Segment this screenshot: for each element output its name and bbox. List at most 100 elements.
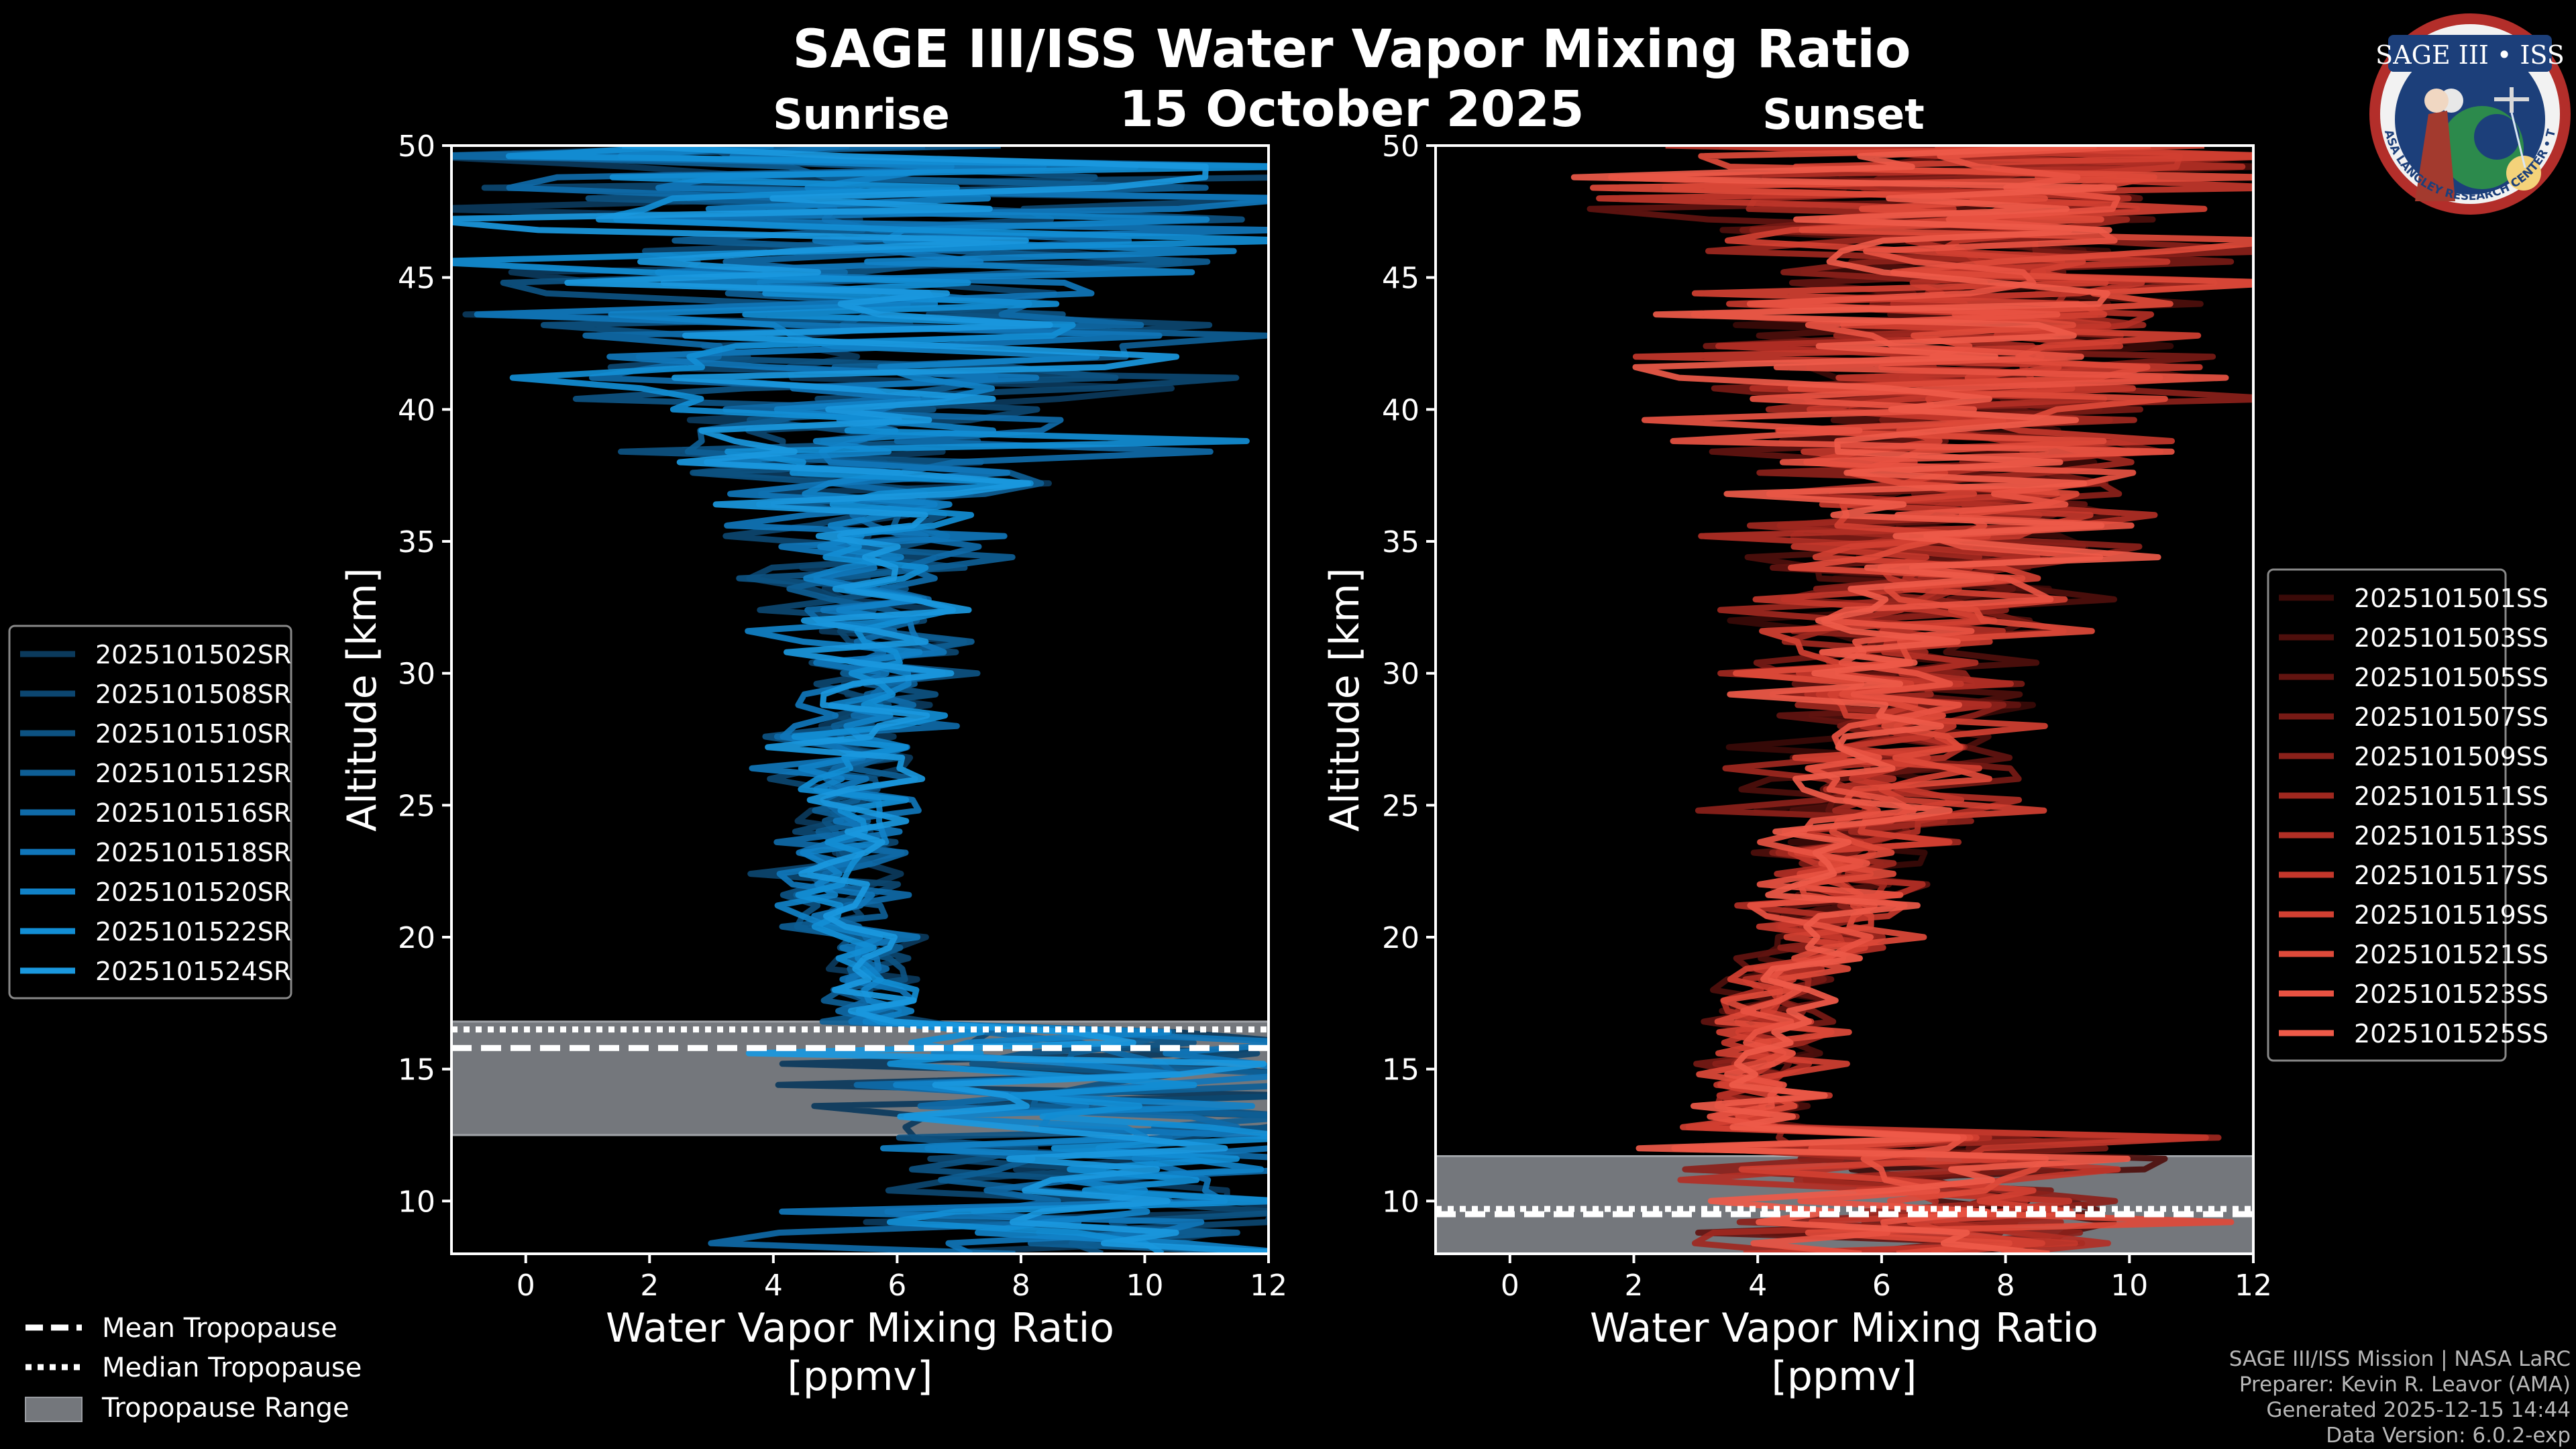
sunrise-legend-label: 2025101508SR <box>95 680 291 709</box>
sunrise-y-tick-label: 40 <box>398 393 435 427</box>
sunset-legend-item-2025101503SS[interactable]: 2025101503SS <box>2279 623 2548 653</box>
sunset-y-tick-label: 30 <box>1382 657 1419 692</box>
sunset-x-tick-label: 12 <box>2235 1269 2272 1303</box>
sunrise-plot-area: 10 15 20 25 30 35 40 45 50 0 2 4 6 8 10 12 Altitude [k… <box>339 129 1287 1400</box>
sunset-legend-label: 2025101503SS <box>2354 623 2548 653</box>
sunset-legend-label: 2025101521SS <box>2354 940 2548 969</box>
sunrise-x-tick-label: 10 <box>1126 1269 1163 1303</box>
sunset-legend-label: 2025101509SS <box>2354 742 2548 771</box>
sunset-y-axis-label: Altitude [km] <box>1322 568 1368 832</box>
sunset-y-ticks: 10 15 20 25 30 35 40 45 50 <box>1382 129 1436 1219</box>
sunset-x-axis-label: Water Vapor Mixing Ratio [ppmv] <box>1590 1305 2098 1400</box>
sunset-x-axis-label-units: [ppmv] <box>1772 1353 1917 1400</box>
sunset-legend-label: 2025101519SS <box>2354 900 2548 930</box>
sunset-profiles <box>1436 146 2253 1254</box>
sunrise-legend-item-2025101516SR[interactable]: 2025101516SR <box>20 798 291 828</box>
sunset-plot-area: 10 15 20 25 30 35 40 45 50 0 2 4 6 8 10 12 Altitude [k… <box>1322 129 2272 1400</box>
sunset-y-tick-label: 20 <box>1382 921 1419 955</box>
sunrise-legend[interactable]: 2025101502SR 2025101508SR 2025101510SR 2025… <box>8 625 292 1000</box>
sunset-legend-item-2025101521SS[interactable]: 2025101521SS <box>2279 940 2548 969</box>
tropopause-legend: Mean Tropopause Median Tropopause Tropop… <box>25 1313 362 1424</box>
sunrise-y-ticks: 10 15 20 25 30 35 40 45 50 <box>398 129 451 1219</box>
tropopause-range-label: Tropopause Range <box>101 1393 350 1424</box>
sunset-legend-label: 2025101505SS <box>2354 663 2548 692</box>
sunset-legend-label: 2025101523SS <box>2354 979 2548 1009</box>
sunset-legend-item-2025101501SS[interactable]: 2025101501SS <box>2279 584 2548 613</box>
sunrise-legend-item-2025101512SR[interactable]: 2025101512SR <box>20 759 291 788</box>
sunset-legend-item-2025101513SS[interactable]: 2025101513SS <box>2279 821 2548 851</box>
sunrise-profile-2025101518SR <box>474 146 1269 1254</box>
sunrise-x-tick-label: 6 <box>888 1269 906 1303</box>
sunrise-legend-item-2025101524SR[interactable]: 2025101524SR <box>20 957 291 986</box>
sunrise-legend-item-2025101518SR[interactable]: 2025101518SR <box>20 838 291 867</box>
sunrise-legend-item-2025101520SR[interactable]: 2025101520SR <box>20 877 291 907</box>
credit-mission: SAGE III/ISS Mission | NASA LaRC <box>2229 1347 2571 1371</box>
sunset-y-tick-label: 45 <box>1382 262 1419 296</box>
credit-data-version: Data Version: 6.0.2-exp <box>2326 1424 2571 1448</box>
sunset-y-tick-label: 35 <box>1382 525 1419 559</box>
credit-preparer: Preparer: Kevin R. Leavor (AMA) <box>2239 1373 2571 1397</box>
sunrise-x-axis-label-units: [ppmv] <box>788 1353 933 1400</box>
sunset-profile-2025101525SS <box>1570 146 2161 1254</box>
sunrise-x-axis-label-line1: Water Vapor Mixing Ratio <box>606 1305 1114 1352</box>
figure-title: SAGE III/ISS Water Vapor Mixing Ratio <box>792 19 1911 80</box>
sunset-x-tick-label: 0 <box>1501 1269 1519 1303</box>
sunrise-y-tick-label: 35 <box>398 525 435 559</box>
sunrise-y-tick-label: 50 <box>398 129 435 164</box>
sunrise-x-tick-label: 12 <box>1250 1269 1287 1303</box>
sunset-legend-item-2025101507SS[interactable]: 2025101507SS <box>2279 702 2548 732</box>
mean-tropopause-label: Mean Tropopause <box>102 1313 337 1344</box>
sunrise-legend-label: 2025101524SR <box>95 957 291 986</box>
sunset-x-axis-label-line1: Water Vapor Mixing Ratio <box>1590 1305 2098 1352</box>
figure-date: 15 October 2025 <box>1119 80 1584 138</box>
sunrise-profiles <box>451 146 1269 1254</box>
credits-block: SAGE III/ISS Mission | NASA LaRC Prepare… <box>2229 1347 2571 1448</box>
sunrise-legend-label: 2025101522SR <box>95 917 291 947</box>
sunset-legend-label: 2025101517SS <box>2354 861 2548 890</box>
sunset-legend-frame <box>2267 568 2507 1062</box>
sunrise-legend-item-2025101522SR[interactable]: 2025101522SR <box>20 917 291 947</box>
sunset-legend-label: 2025101511SS <box>2354 782 2548 811</box>
sunrise-y-tick-label: 20 <box>398 921 435 955</box>
logo-figure-icon <box>2415 111 2455 201</box>
credit-generated: Generated 2025-12-15 14:44 <box>2266 1398 2571 1422</box>
sunset-legend-label: 2025101501SS <box>2354 584 2548 613</box>
sunset-legend-item-2025101509SS[interactable]: 2025101509SS <box>2279 742 2548 771</box>
sunset-legend-item-2025101523SS[interactable]: 2025101523SS <box>2279 979 2548 1009</box>
sunrise-legend-item-2025101508SR[interactable]: 2025101508SR <box>20 680 291 709</box>
sunset-legend-item-2025101517SS[interactable]: 2025101517SS <box>2279 861 2548 890</box>
sunset-legend-label: 2025101525SS <box>2354 1019 2548 1049</box>
sunrise-legend-frame <box>8 625 292 1000</box>
sunrise-legend-label: 2025101502SR <box>95 640 291 669</box>
sunset-y-tick-label: 10 <box>1382 1185 1419 1219</box>
sunrise-x-tick-label: 4 <box>764 1269 783 1303</box>
sunrise-legend-item-2025101510SR[interactable]: 2025101510SR <box>20 719 291 749</box>
sunrise-axes-frame <box>450 144 1270 1255</box>
sunset-x-tick-label: 8 <box>1996 1269 2015 1303</box>
sunrise-profile-2025101522SR <box>451 146 1269 1254</box>
sunset-profile-2025101521SS <box>1590 146 2253 1254</box>
sunset-legend-item-2025101519SS[interactable]: 2025101519SS <box>2279 900 2548 930</box>
sunset-legend-item-2025101511SS[interactable]: 2025101511SS <box>2279 782 2548 811</box>
sunrise-x-tick-label: 0 <box>517 1269 535 1303</box>
sunrise-x-tick-label: 8 <box>1012 1269 1030 1303</box>
sunrise-legend-label: 2025101512SR <box>95 759 291 788</box>
sunrise-legend-label: 2025101510SR <box>95 719 291 749</box>
tropopause-range-swatch <box>25 1397 83 1422</box>
sunset-y-tick-label: 15 <box>1382 1053 1419 1087</box>
logo-title: SAGE III • ISS <box>2375 40 2565 70</box>
sunrise-x-tick-label: 2 <box>640 1269 659 1303</box>
sunrise-profile-2025101524SR <box>451 146 1269 1254</box>
sunset-legend-item-2025101505SS[interactable]: 2025101505SS <box>2279 663 2548 692</box>
sunrise-x-axis-label: Water Vapor Mixing Ratio [ppmv] <box>606 1305 1114 1400</box>
median-tropopause-label: Median Tropopause <box>102 1352 362 1383</box>
sunset-y-tick-label: 25 <box>1382 789 1419 823</box>
sunset-axes-frame <box>1434 144 2255 1255</box>
logo-sun-icon <box>2506 156 2541 191</box>
sunset-legend-label: 2025101507SS <box>2354 702 2548 732</box>
sunrise-legend-item-2025101502SR[interactable]: 2025101502SR <box>20 640 291 669</box>
sunset-legend-item-2025101525SS[interactable]: 2025101525SS <box>2279 1019 2548 1049</box>
sunrise-y-tick-label: 25 <box>398 789 435 823</box>
sunset-legend[interactable]: 2025101501SS 2025101503SS 2025101505SS 2025… <box>2267 568 2548 1062</box>
